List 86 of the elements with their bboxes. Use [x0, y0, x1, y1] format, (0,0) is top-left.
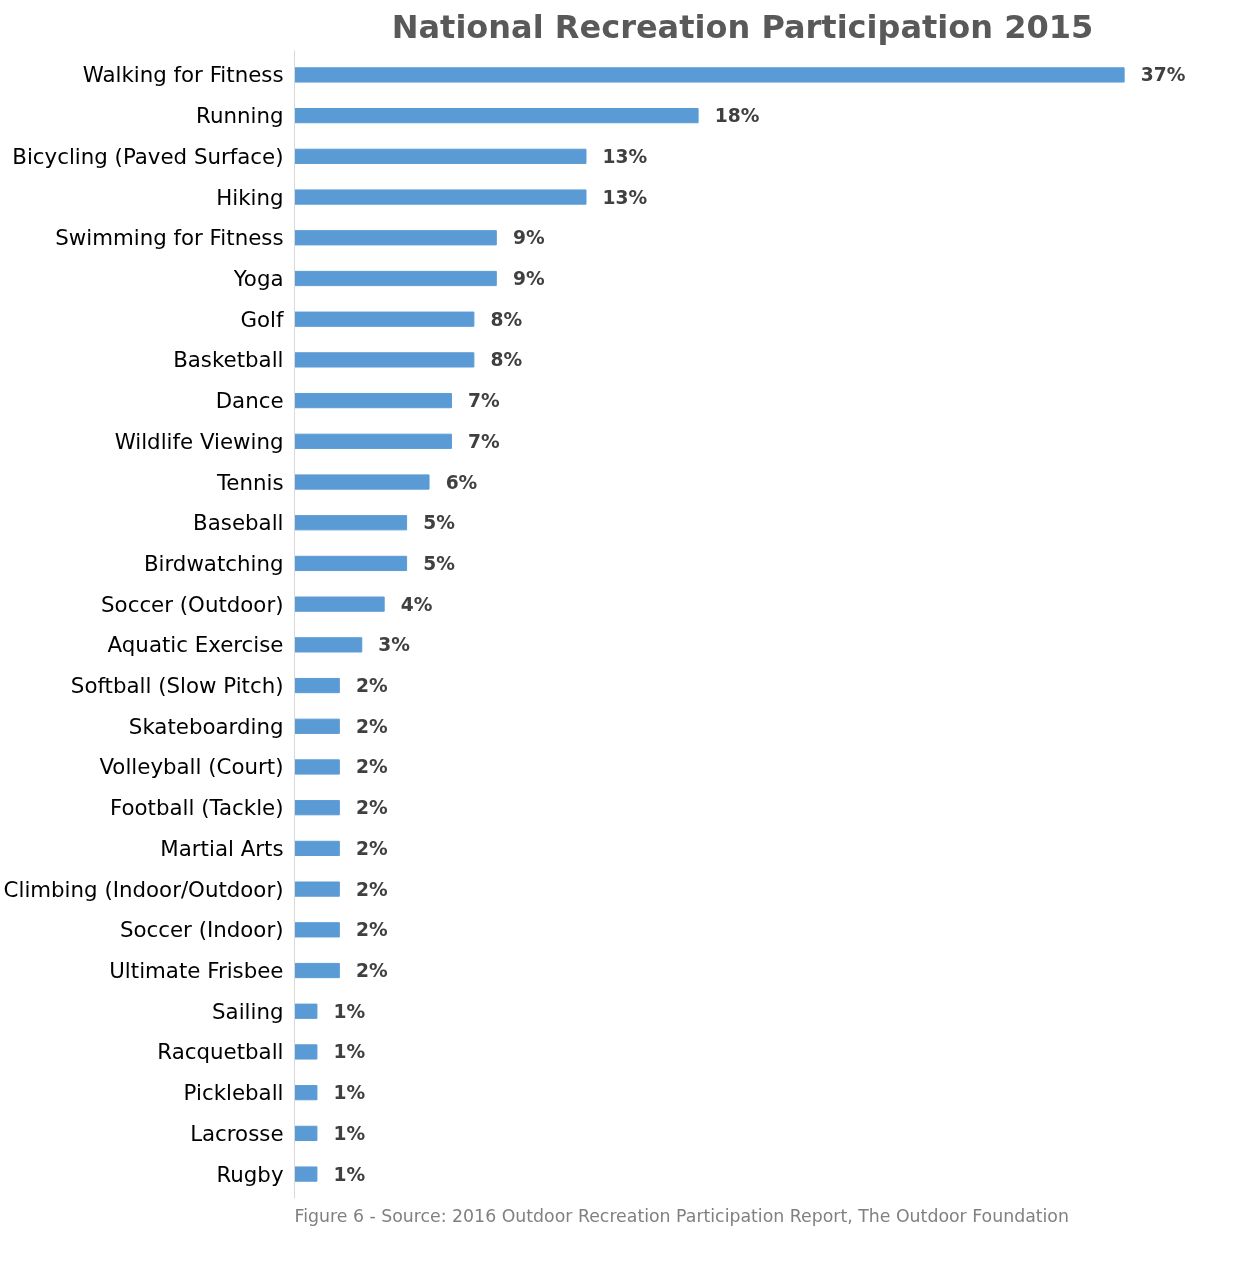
y-tick-label: Martial Arts — [160, 835, 284, 861]
bar — [294, 67, 1125, 83]
bar — [294, 1003, 318, 1019]
data-label: 2% — [355, 878, 388, 900]
bar — [294, 637, 363, 653]
bar — [294, 148, 587, 164]
bar — [294, 189, 587, 205]
caption: Figure 6 - Source: 2016 Outdoor Recreation Participation Report, The Outdoor Foundation — [294, 1205, 1069, 1226]
y-tick-label: Aquatic Exercise — [107, 632, 284, 658]
bar — [294, 759, 340, 775]
bar — [294, 108, 699, 124]
bar — [294, 922, 340, 938]
y-tick-label: Hiking — [216, 184, 284, 210]
bar — [294, 433, 452, 449]
data-label: 1% — [333, 1163, 366, 1185]
data-label: 2% — [355, 960, 388, 982]
data-label: 1% — [333, 1122, 366, 1144]
data-label: 1% — [333, 1000, 366, 1022]
y-tick-label: Skateboarding — [128, 713, 284, 739]
data-label: 2% — [355, 756, 388, 778]
data-label: 2% — [355, 797, 388, 819]
data-label: 9% — [512, 267, 545, 289]
y-tick-label: Soccer (Indoor) — [119, 917, 284, 943]
y-tick-label: Softball (Slow Pitch) — [70, 673, 284, 699]
y-tick-label: Swimming for Fitness — [55, 225, 284, 251]
bar — [294, 1125, 318, 1141]
data-label: 18% — [714, 105, 760, 127]
y-tick-label: Wildlife Viewing — [114, 428, 284, 454]
y-tick-label: Sailing — [212, 998, 284, 1024]
y-tick-label: Soccer (Outdoor) — [101, 591, 284, 617]
data-label: 37% — [1140, 64, 1186, 86]
bar — [294, 555, 408, 572]
data-label: 9% — [512, 227, 545, 249]
data-label: 1% — [333, 1082, 366, 1104]
bar — [294, 1166, 318, 1182]
data-label: 3% — [378, 634, 411, 656]
y-tick-label: Bicycling (Paved Surface) — [12, 143, 284, 169]
data-label: 2% — [355, 715, 388, 737]
y-tick-label: Baseball — [193, 510, 284, 536]
data-label: 4% — [400, 593, 433, 615]
data-label: 6% — [445, 471, 478, 493]
y-tick-label: Golf — [240, 306, 284, 332]
data-label: 5% — [423, 512, 456, 534]
y-tick-label: Rugby — [216, 1161, 284, 1187]
bar — [294, 800, 340, 816]
data-label: 13% — [602, 145, 648, 167]
bar — [294, 677, 340, 694]
chart-title: National Recreation Participation 2015 — [391, 7, 1094, 46]
data-label: 2% — [355, 919, 388, 941]
y-tick-label: Football (Tackle) — [109, 795, 284, 821]
bar — [294, 352, 475, 368]
y-tick-label: Basketball — [173, 347, 284, 373]
y-tick-label: Tennis — [215, 469, 284, 495]
bar — [294, 270, 497, 287]
bar — [294, 718, 340, 734]
bar — [294, 596, 385, 612]
data-label: 8% — [490, 349, 523, 371]
y-tick-label: Dance — [215, 388, 284, 414]
y-tick-label: Walking for Fitness — [82, 62, 284, 88]
y-tick-label: Lacrosse — [190, 1120, 284, 1146]
bar — [294, 962, 340, 979]
bar — [294, 515, 408, 531]
y-tick-label: Pickleball — [183, 1080, 284, 1106]
y-tick-label: Yoga — [232, 265, 284, 291]
data-label: 1% — [333, 1041, 366, 1063]
y-tick-label: Racquetball — [157, 1039, 284, 1065]
data-label: 8% — [490, 308, 523, 330]
bar — [294, 230, 497, 246]
bar — [294, 1044, 318, 1060]
data-label: 2% — [355, 675, 388, 697]
data-label: 2% — [355, 837, 388, 859]
y-tick-label: Running — [196, 103, 284, 129]
y-tick-label: Climbing (Indoor/Outdoor) — [3, 876, 284, 902]
data-label: 7% — [468, 390, 501, 412]
data-label: 13% — [602, 186, 648, 208]
data-label: 7% — [468, 430, 501, 452]
y-tick-label: Ultimate Frisbee — [109, 958, 284, 984]
y-tick-label: Volleyball (Court) — [99, 754, 284, 780]
bar — [294, 474, 430, 490]
bar — [294, 311, 475, 327]
bar — [294, 881, 340, 897]
bar — [294, 392, 452, 409]
bar — [294, 1085, 318, 1101]
data-label: 5% — [423, 552, 456, 574]
y-tick-label: Birdwatching — [143, 550, 284, 576]
bar — [294, 840, 340, 857]
